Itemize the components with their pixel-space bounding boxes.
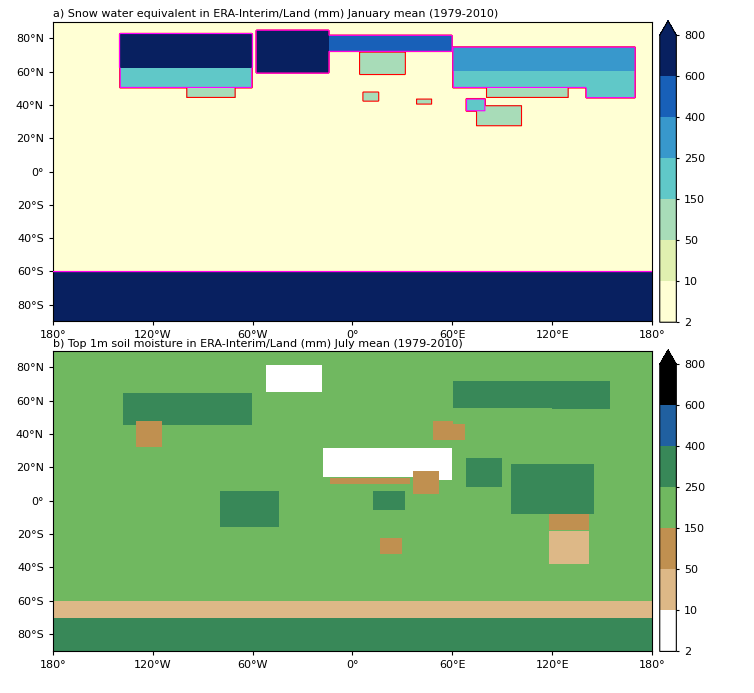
PathPatch shape	[660, 21, 676, 35]
Text: b) Top 1m soil moisture in ERA-Interim/Land (mm) July mean (1979-2010): b) Top 1m soil moisture in ERA-Interim/L…	[53, 339, 462, 349]
Text: a) Snow water equivalent in ERA-Interim/Land (mm) January mean (1979-2010): a) Snow water equivalent in ERA-Interim/…	[53, 10, 498, 19]
PathPatch shape	[660, 350, 676, 365]
